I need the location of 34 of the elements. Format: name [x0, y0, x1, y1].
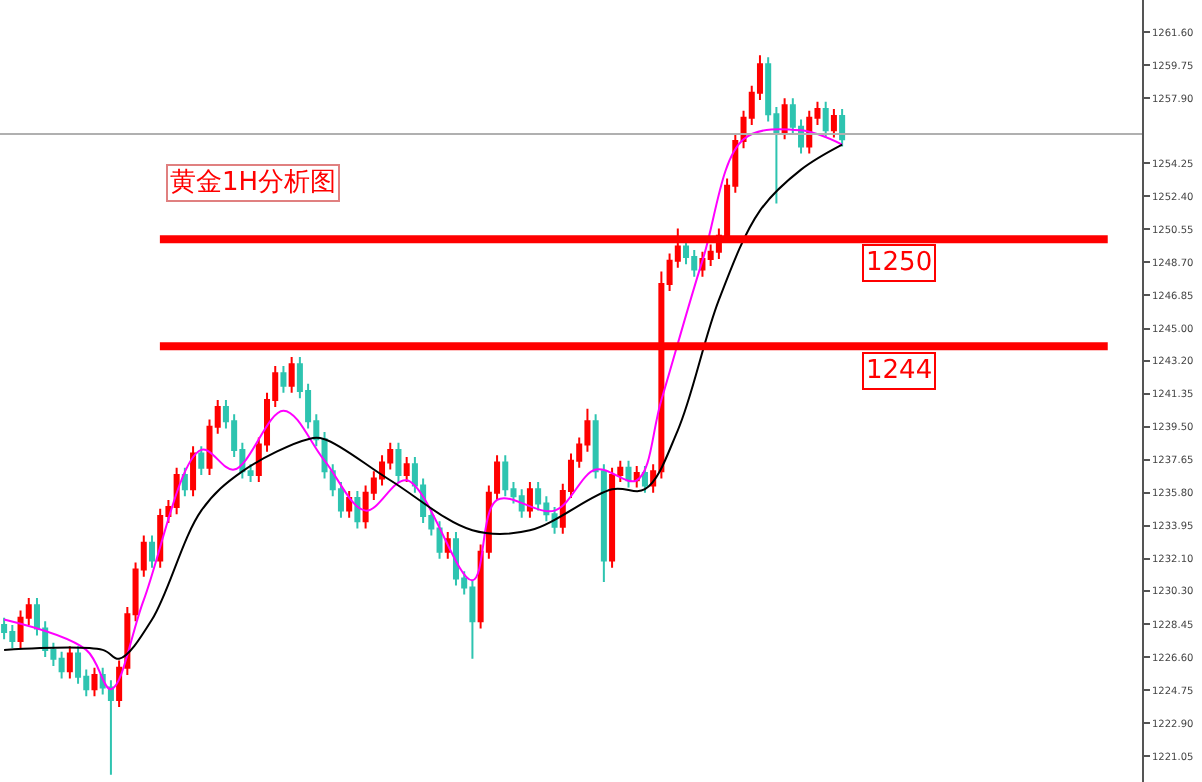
candlestick — [691, 248, 698, 278]
candlestick — [181, 466, 188, 498]
candlestick — [609, 466, 616, 569]
candlestick — [469, 579, 476, 660]
candlestick — [502, 454, 509, 498]
candlestick — [436, 520, 443, 560]
candlestick — [617, 459, 624, 484]
candlestick — [403, 456, 410, 484]
candlestick — [354, 489, 361, 530]
candlestick — [518, 488, 525, 519]
candlestick — [526, 481, 533, 519]
candlestick — [781, 97, 788, 141]
candlestick — [452, 531, 459, 587]
candlestick — [58, 650, 65, 680]
ref-line-label: 1244 — [866, 356, 933, 386]
candlestick — [641, 464, 648, 494]
candlestick — [1, 616, 8, 641]
ref-line-label: 1250 — [866, 248, 933, 278]
candlestick — [280, 365, 287, 394]
candlestick — [830, 107, 837, 139]
candlestick — [288, 356, 295, 394]
candlestick — [633, 464, 640, 489]
candlestick — [346, 489, 353, 519]
candlestick — [395, 441, 402, 484]
candlestick — [9, 623, 16, 650]
candlestick — [822, 100, 829, 139]
text: 黄金1H分析图 — [170, 168, 337, 198]
candlestick — [66, 645, 73, 680]
candlestick — [198, 445, 205, 476]
candlestick — [91, 666, 98, 698]
candlestick — [839, 107, 846, 148]
candlestick — [148, 534, 155, 569]
candlestick — [190, 445, 197, 498]
candlestick — [625, 459, 632, 489]
